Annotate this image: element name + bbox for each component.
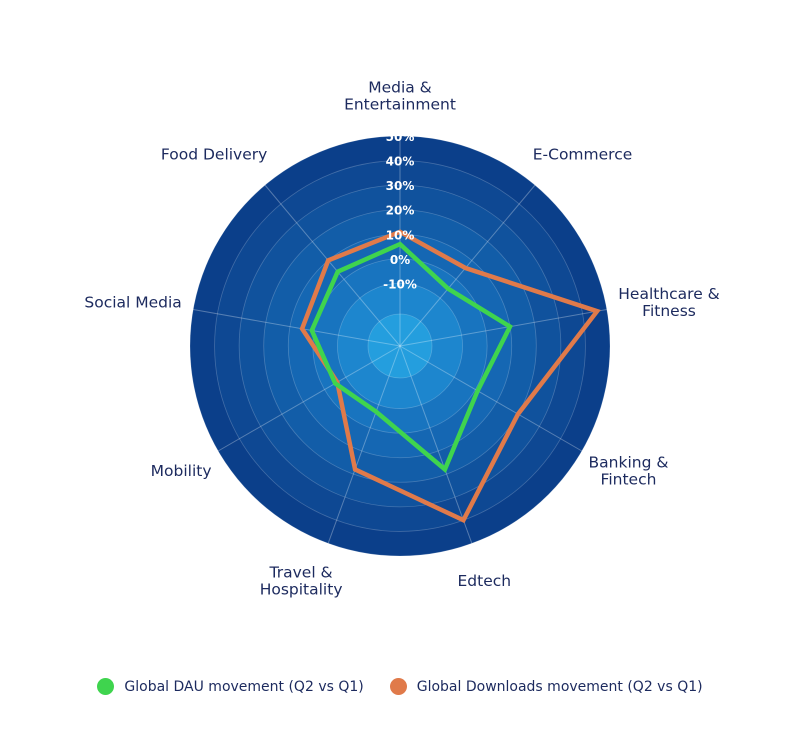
axis-label-8: Food Delivery bbox=[161, 146, 267, 164]
legend-item-dau: Global DAU movement (Q2 vs Q1) bbox=[97, 678, 363, 695]
tick-label-4: 30% bbox=[386, 179, 415, 193]
tick-label-2: 10% bbox=[386, 228, 415, 242]
axis-label-0: Media &Entertainment bbox=[344, 79, 456, 114]
tick-label-5: 40% bbox=[386, 155, 415, 169]
axis-label-5: Travel &Hospitality bbox=[260, 563, 343, 598]
axis-label-7: Social Media bbox=[84, 294, 181, 312]
axis-label-4: Edtech bbox=[458, 572, 512, 590]
axis-label-1: E-Commerce bbox=[533, 146, 633, 164]
axis-label-3: Banking &Fintech bbox=[589, 454, 669, 489]
legend-swatch-dau bbox=[97, 678, 114, 695]
tick-label-3: 20% bbox=[386, 204, 415, 218]
legend: Global DAU movement (Q2 vs Q1) Global Do… bbox=[0, 678, 800, 695]
legend-item-downloads: Global Downloads movement (Q2 vs Q1) bbox=[390, 678, 703, 695]
tick-label-1: 0% bbox=[390, 253, 410, 267]
legend-label-downloads: Global Downloads movement (Q2 vs Q1) bbox=[417, 679, 703, 695]
axis-label-2: Healthcare &Fitness bbox=[618, 285, 720, 320]
tick-label-0: -10% bbox=[383, 277, 417, 291]
legend-label-dau: Global DAU movement (Q2 vs Q1) bbox=[124, 679, 363, 695]
legend-swatch-downloads bbox=[390, 678, 407, 695]
tick-label-6: 50% bbox=[386, 130, 415, 144]
axis-label-6: Mobility bbox=[151, 462, 212, 480]
